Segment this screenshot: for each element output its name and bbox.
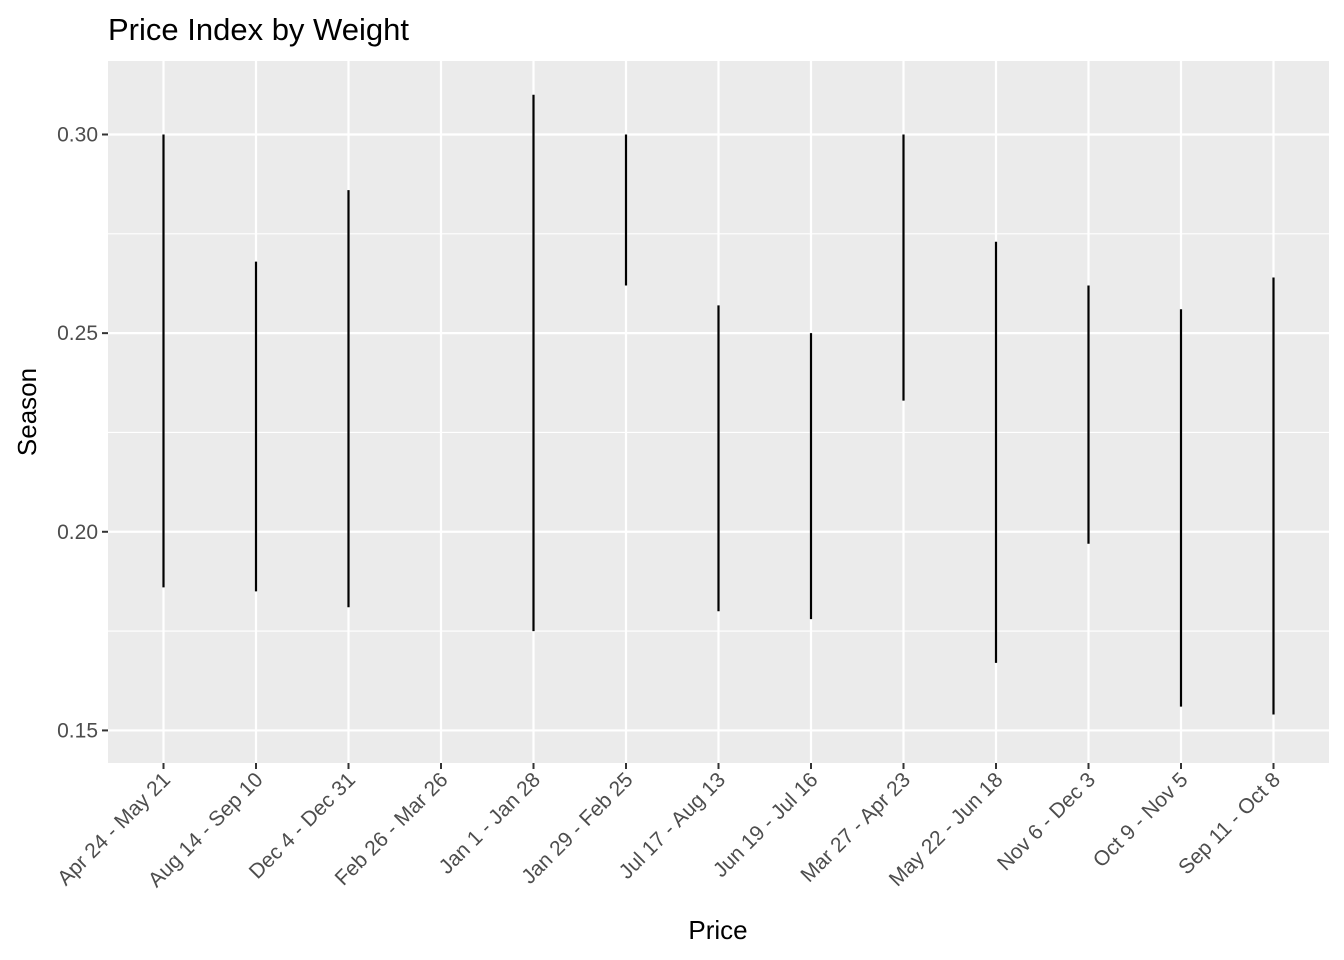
y-axis-title: Season — [12, 368, 42, 456]
chart-title: Price Index by Weight — [108, 12, 409, 47]
y-tick-label: 0.30 — [57, 123, 98, 146]
y-tick-label: 0.20 — [57, 521, 98, 544]
y-axis: 0.15 0.20 0.25 0.30 — [57, 123, 108, 742]
x-axis-title: Price — [688, 915, 747, 945]
range-lines — [162, 94, 1275, 715]
y-tick-label: 0.15 — [57, 719, 98, 742]
y-tick-label: 0.25 — [57, 322, 98, 345]
